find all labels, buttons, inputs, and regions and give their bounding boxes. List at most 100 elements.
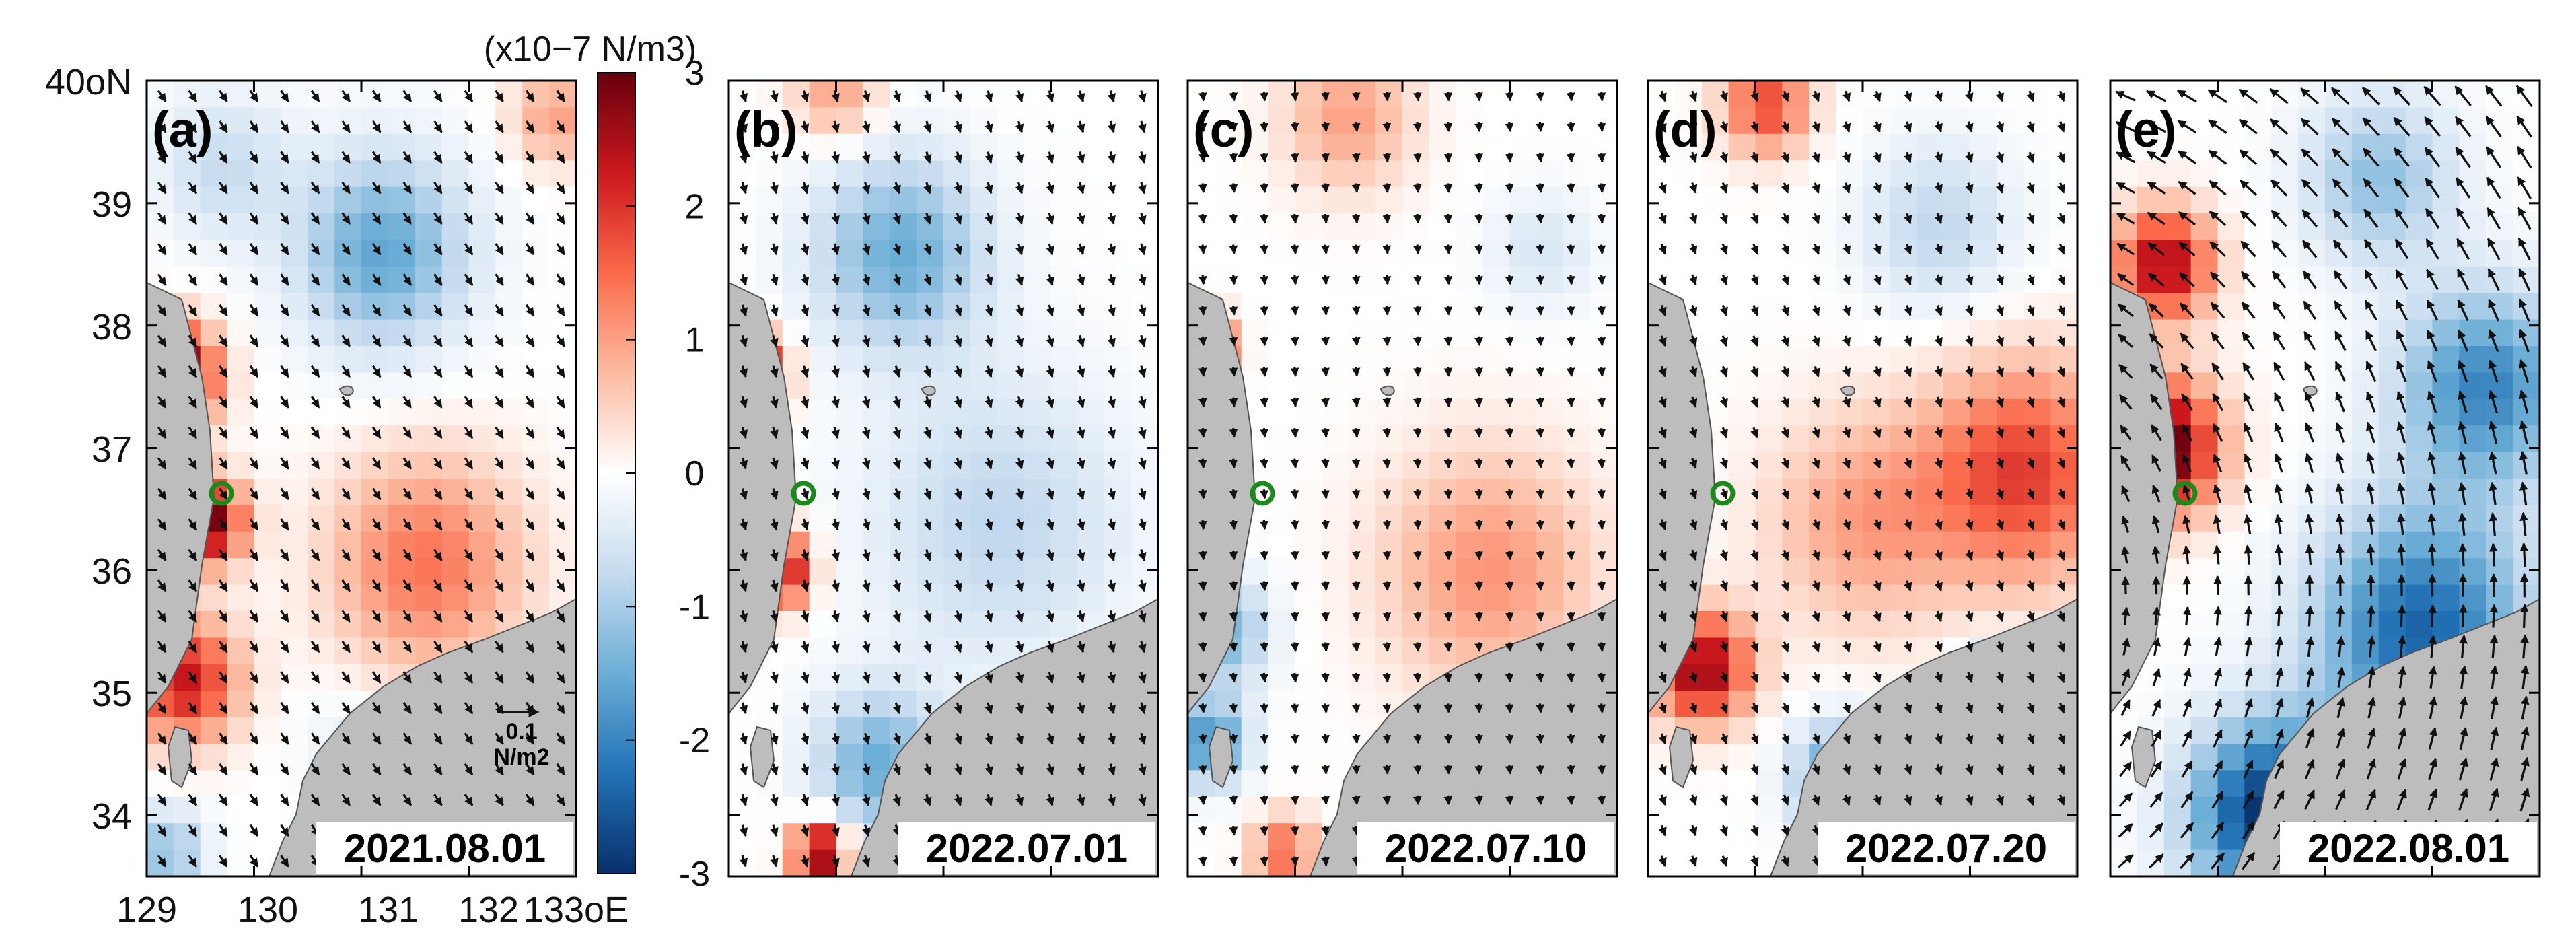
wind-stress-arrow xyxy=(371,182,382,195)
heatmap-cell xyxy=(1050,372,1078,400)
heatmap-cell xyxy=(1943,558,1971,586)
wind-stress-arrow xyxy=(341,151,351,164)
wind-stress-arrow xyxy=(1351,306,1361,316)
heatmap-cell xyxy=(308,107,335,135)
wind-stress-arrow xyxy=(1412,397,1422,408)
heatmap-cell xyxy=(1131,266,1158,293)
wind-stress-arrow xyxy=(310,120,320,133)
heatmap-cell xyxy=(890,452,917,479)
heatmap-cell xyxy=(1295,479,1322,505)
wind-stress-arrow xyxy=(188,243,198,256)
heatmap-cell xyxy=(2298,558,2326,586)
heatmap-cell xyxy=(809,849,837,876)
heatmap-cell xyxy=(943,398,971,426)
wind-stress-arrow xyxy=(341,212,351,225)
heatmap-cell xyxy=(2378,160,2406,188)
heatmap-cell xyxy=(1782,240,1810,267)
heatmap-cell xyxy=(1375,346,1403,373)
heatmap-cell xyxy=(1970,213,1997,240)
heatmap-cell xyxy=(2244,107,2272,135)
heatmap-cell xyxy=(254,717,281,744)
wind-stress-arrow xyxy=(310,243,320,256)
heatmap-cell xyxy=(1268,186,1296,214)
heatmap-cell xyxy=(809,425,837,453)
heatmap-cell xyxy=(2405,531,2433,559)
heatmap-cell xyxy=(1349,372,1376,400)
wind-stress-arrow xyxy=(402,641,413,654)
heatmap-cell xyxy=(1375,213,1403,240)
heatmap-cell xyxy=(1050,584,1078,612)
wind-stress-arrow xyxy=(157,273,167,286)
heatmap-cell xyxy=(2024,160,2051,188)
heatmap-cell xyxy=(970,240,998,267)
wind-stress-arrow xyxy=(556,794,566,806)
heatmap-cell xyxy=(2271,133,2299,161)
heatmap-cell xyxy=(522,133,550,161)
heatmap-cell xyxy=(2050,293,2077,320)
wind-stress-arrow xyxy=(157,641,167,654)
wind-stress-arrow xyxy=(1505,611,1514,622)
heatmap-cell xyxy=(415,81,443,108)
wind-stress-arrow xyxy=(280,732,289,745)
wind-stress-arrow xyxy=(310,365,320,378)
wind-stress-arrow xyxy=(1229,642,1238,652)
heatmap-cell xyxy=(1970,346,1997,373)
wind-stress-arrow xyxy=(1321,458,1330,469)
colorbar-tick-label: 1 xyxy=(685,321,705,360)
heatmap-cell xyxy=(200,160,228,188)
heatmap-cell xyxy=(495,584,523,612)
heatmap-cell xyxy=(1402,425,1430,453)
wind-stress-arrow xyxy=(1474,122,1483,133)
heatmap-cell xyxy=(917,611,944,638)
heatmap-cell xyxy=(1349,611,1376,638)
heatmap-cell xyxy=(1916,160,1944,188)
wind-stress-arrow xyxy=(2397,604,2406,627)
heatmap-cell xyxy=(495,505,523,532)
heatmap-cell xyxy=(863,558,890,586)
heatmap-cell xyxy=(254,425,281,453)
wind-stress-arrow xyxy=(556,212,566,225)
heatmap-cell xyxy=(1295,266,1322,293)
heatmap-cell xyxy=(1863,584,1890,612)
heatmap-cell xyxy=(1889,240,1917,267)
wind-stress-arrow xyxy=(1443,734,1453,744)
heatmap-cell xyxy=(1728,770,1756,798)
heatmap-cell xyxy=(1943,479,1971,505)
heatmap-cell xyxy=(1214,160,1242,188)
heatmap-cell xyxy=(1509,611,1537,638)
heatmap-cell xyxy=(782,160,810,188)
wind-stress-arrow xyxy=(157,855,167,868)
heatmap-cell xyxy=(1728,584,1756,612)
heatmap-cell xyxy=(1268,107,1296,135)
heatmap-cell xyxy=(836,240,863,267)
wind-stress-arrow xyxy=(1412,336,1422,347)
wind-stress-arrow xyxy=(433,671,443,684)
wind-stress-arrow xyxy=(1474,152,1483,163)
heatmap-cell xyxy=(1482,133,1511,161)
heatmap-cell xyxy=(729,770,756,798)
heatmap-cell xyxy=(1970,505,1997,532)
wind-stress-arrow xyxy=(280,334,289,347)
heatmap-cell xyxy=(173,213,201,240)
heatmap-cell xyxy=(1322,160,1349,188)
heatmap-cell xyxy=(1295,637,1322,665)
wind-stress-arrow xyxy=(1412,703,1422,713)
wind-stress-arrow xyxy=(525,334,535,347)
heatmap-cell xyxy=(890,133,917,161)
wind-stress-arrow xyxy=(310,518,320,531)
heatmap-cell xyxy=(1509,452,1537,479)
heatmap-cell xyxy=(1809,81,1836,108)
heatmap-cell xyxy=(2050,479,2077,505)
heatmap-cell xyxy=(1402,398,1430,426)
wind-stress-arrow xyxy=(1505,152,1514,163)
heatmap-cell xyxy=(863,372,890,400)
heatmap-cell xyxy=(2405,372,2433,400)
heatmap-cell xyxy=(1104,346,1132,373)
heatmap-cell xyxy=(2351,398,2380,426)
wind-stress-arrow xyxy=(556,732,566,745)
wind-stress-arrow xyxy=(1321,92,1330,102)
wind-stress-arrow xyxy=(280,457,289,470)
wind-stress-arrow xyxy=(1382,336,1392,347)
heatmap-cell xyxy=(1375,558,1403,586)
heatmap-cell xyxy=(1024,240,1052,267)
